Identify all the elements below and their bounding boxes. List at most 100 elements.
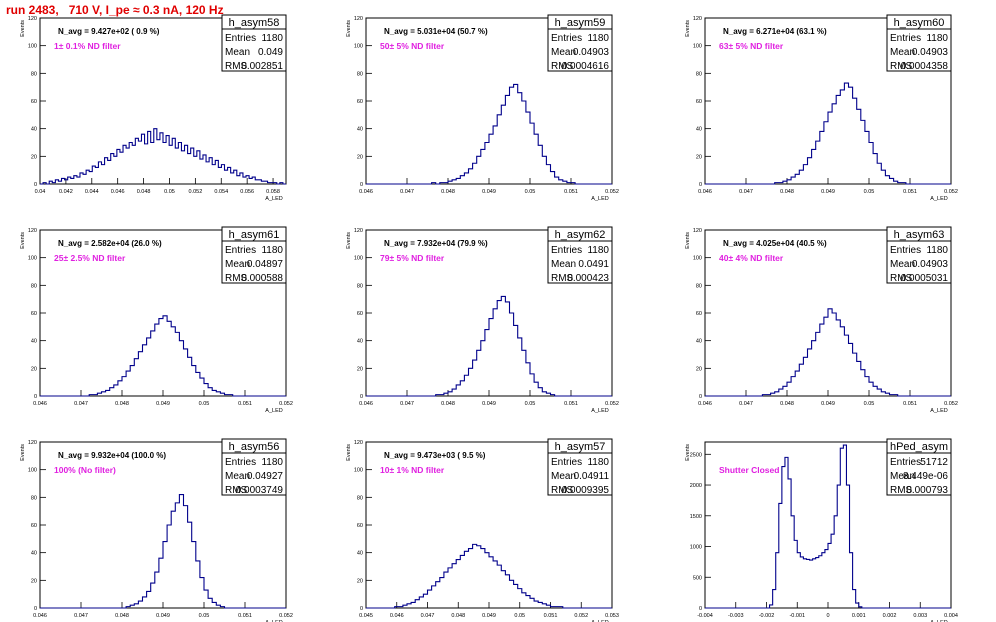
y-tick-label: 100 — [693, 44, 702, 50]
y-axis-label: Events — [685, 232, 691, 249]
y-tick-label: 2500 — [690, 452, 702, 458]
x-tick-label: 0.05 — [164, 189, 175, 195]
y-tick-label: 0 — [34, 606, 37, 612]
x-tick-label: 0.049 — [156, 613, 170, 619]
histogram-line — [705, 308, 951, 397]
y-tick-label: 0 — [699, 182, 702, 188]
stats-label: Mean — [890, 259, 915, 270]
stats-box — [547, 226, 613, 284]
y-tick-label: 80 — [357, 283, 363, 289]
x-tick-label: 0.05 — [864, 189, 875, 195]
x-tick-label: 0.052 — [574, 613, 588, 619]
histogram-panel-h_asym61: 0 20 40 60 80 100 120 0.046 0.047 0.048 0.049 0.05 0… — [20, 226, 293, 414]
histogram-name: h_asym56 — [229, 441, 280, 453]
x-axis-label: A_LED — [591, 620, 608, 622]
x-tick-label: 0.047 — [74, 613, 88, 619]
stats-label: Entries — [551, 33, 582, 44]
stats-box — [221, 14, 287, 72]
x-tick-label: 0.046 — [390, 613, 404, 619]
y-tick-label: 100 — [354, 468, 363, 474]
stats-value: 0.04897 — [247, 259, 284, 270]
y-tick-label: 0 — [699, 606, 702, 612]
x-axis-label: A_LED — [265, 620, 282, 622]
x-tick-label: 0.046 — [33, 401, 47, 407]
y-tick-label: 120 — [693, 16, 702, 22]
y-tick-label: 120 — [28, 228, 37, 234]
histogram-name: h_asym58 — [229, 17, 280, 29]
x-tick-label: 0.047 — [400, 189, 414, 195]
x-tick-label: 0.051 — [903, 189, 917, 195]
x-tick-label: 0 — [826, 613, 829, 619]
y-tick-label: 80 — [31, 71, 37, 77]
y-tick-label: 20 — [31, 154, 37, 160]
histogram-line — [705, 444, 951, 609]
filter-label: 40± 4% ND filter — [719, 253, 784, 263]
n-avg-label: N_avg = 9.932e+04 (100.0 %) — [58, 451, 166, 460]
stats-value: 1180 — [261, 33, 283, 44]
histogram-line — [366, 543, 612, 609]
x-axis-label: A_LED — [930, 620, 947, 622]
y-tick-label: 60 — [696, 311, 702, 317]
x-tick-label: 0.051 — [903, 401, 917, 407]
y-tick-label: 0 — [34, 182, 37, 188]
stats-value: 0.002851 — [241, 61, 283, 72]
y-tick-label: 2000 — [690, 483, 702, 489]
stats-label: Mean — [551, 471, 576, 482]
y-tick-label: 100 — [28, 256, 37, 262]
x-tick-label: 0.048 — [441, 401, 455, 407]
y-tick-label: 60 — [357, 523, 363, 529]
histogram-name: h_asym61 — [229, 229, 280, 241]
stats-box — [886, 438, 952, 496]
histogram-panel-h_asym57: 0 20 40 60 80 100 120 0.045 0.046 0.047 0.048 0.049… — [346, 438, 619, 622]
stats-label: Entries — [551, 457, 582, 468]
x-tick-label: 0.05 — [199, 613, 210, 619]
y-tick-label: 0 — [360, 182, 363, 188]
x-tick-label: -0.004 — [697, 613, 713, 619]
x-tick-label: -0.001 — [789, 613, 805, 619]
y-tick-label: 40 — [357, 339, 363, 345]
x-tick-label: 0.002 — [883, 613, 897, 619]
x-tick-label: 0.054 — [214, 189, 228, 195]
y-tick-label: 80 — [696, 71, 702, 77]
y-axis-label: Events — [685, 20, 691, 37]
y-tick-label: 0 — [360, 606, 363, 612]
x-tick-label: 0.045 — [359, 613, 373, 619]
x-tick-label: 0.046 — [698, 189, 712, 195]
x-tick-label: 0.048 — [115, 613, 129, 619]
stats-value: 0.0005031 — [901, 273, 949, 284]
histogram-line — [366, 295, 612, 397]
stats-value: 51712 — [920, 457, 948, 468]
x-tick-label: -0.002 — [759, 613, 775, 619]
x-tick-label: 0.05 — [514, 613, 525, 619]
y-tick-label: 60 — [31, 311, 37, 317]
x-tick-label: 0.051 — [238, 613, 252, 619]
x-axis-label: A_LED — [265, 196, 282, 202]
y-tick-label: 60 — [31, 99, 37, 105]
histogram-line — [705, 82, 951, 185]
y-tick-label: 60 — [357, 99, 363, 105]
x-tick-label: 0.049 — [482, 401, 496, 407]
y-tick-label: 0 — [699, 394, 702, 400]
x-tick-label: 0.048 — [137, 189, 151, 195]
x-tick-label: 0.052 — [605, 189, 619, 195]
y-axis-label: Events — [346, 232, 352, 249]
stats-box — [547, 14, 613, 72]
x-tick-label: 0.052 — [605, 401, 619, 407]
histogram-name: h_asym57 — [555, 441, 606, 453]
stats-value: 0.0491 — [578, 259, 609, 270]
x-tick-label: 0.058 — [266, 189, 280, 195]
x-tick-label: 0.052 — [279, 613, 293, 619]
y-axis-label: Events — [20, 20, 26, 37]
stats-label: RMS — [551, 61, 574, 72]
x-tick-label: 0.056 — [240, 189, 254, 195]
y-tick-label: 100 — [354, 256, 363, 262]
x-tick-label: 0.04 — [35, 189, 46, 195]
histogram-panel-h_asym58: 0 20 40 60 80 100 120 0.04 0.042 0.044 0.046 0.048 0… — [20, 14, 287, 202]
y-tick-label: 100 — [354, 44, 363, 50]
stats-label: Mean — [890, 471, 915, 482]
stats-box — [886, 14, 952, 72]
x-tick-label: 0.047 — [400, 401, 414, 407]
y-tick-label: 40 — [31, 127, 37, 133]
x-tick-label: 0.049 — [821, 189, 835, 195]
